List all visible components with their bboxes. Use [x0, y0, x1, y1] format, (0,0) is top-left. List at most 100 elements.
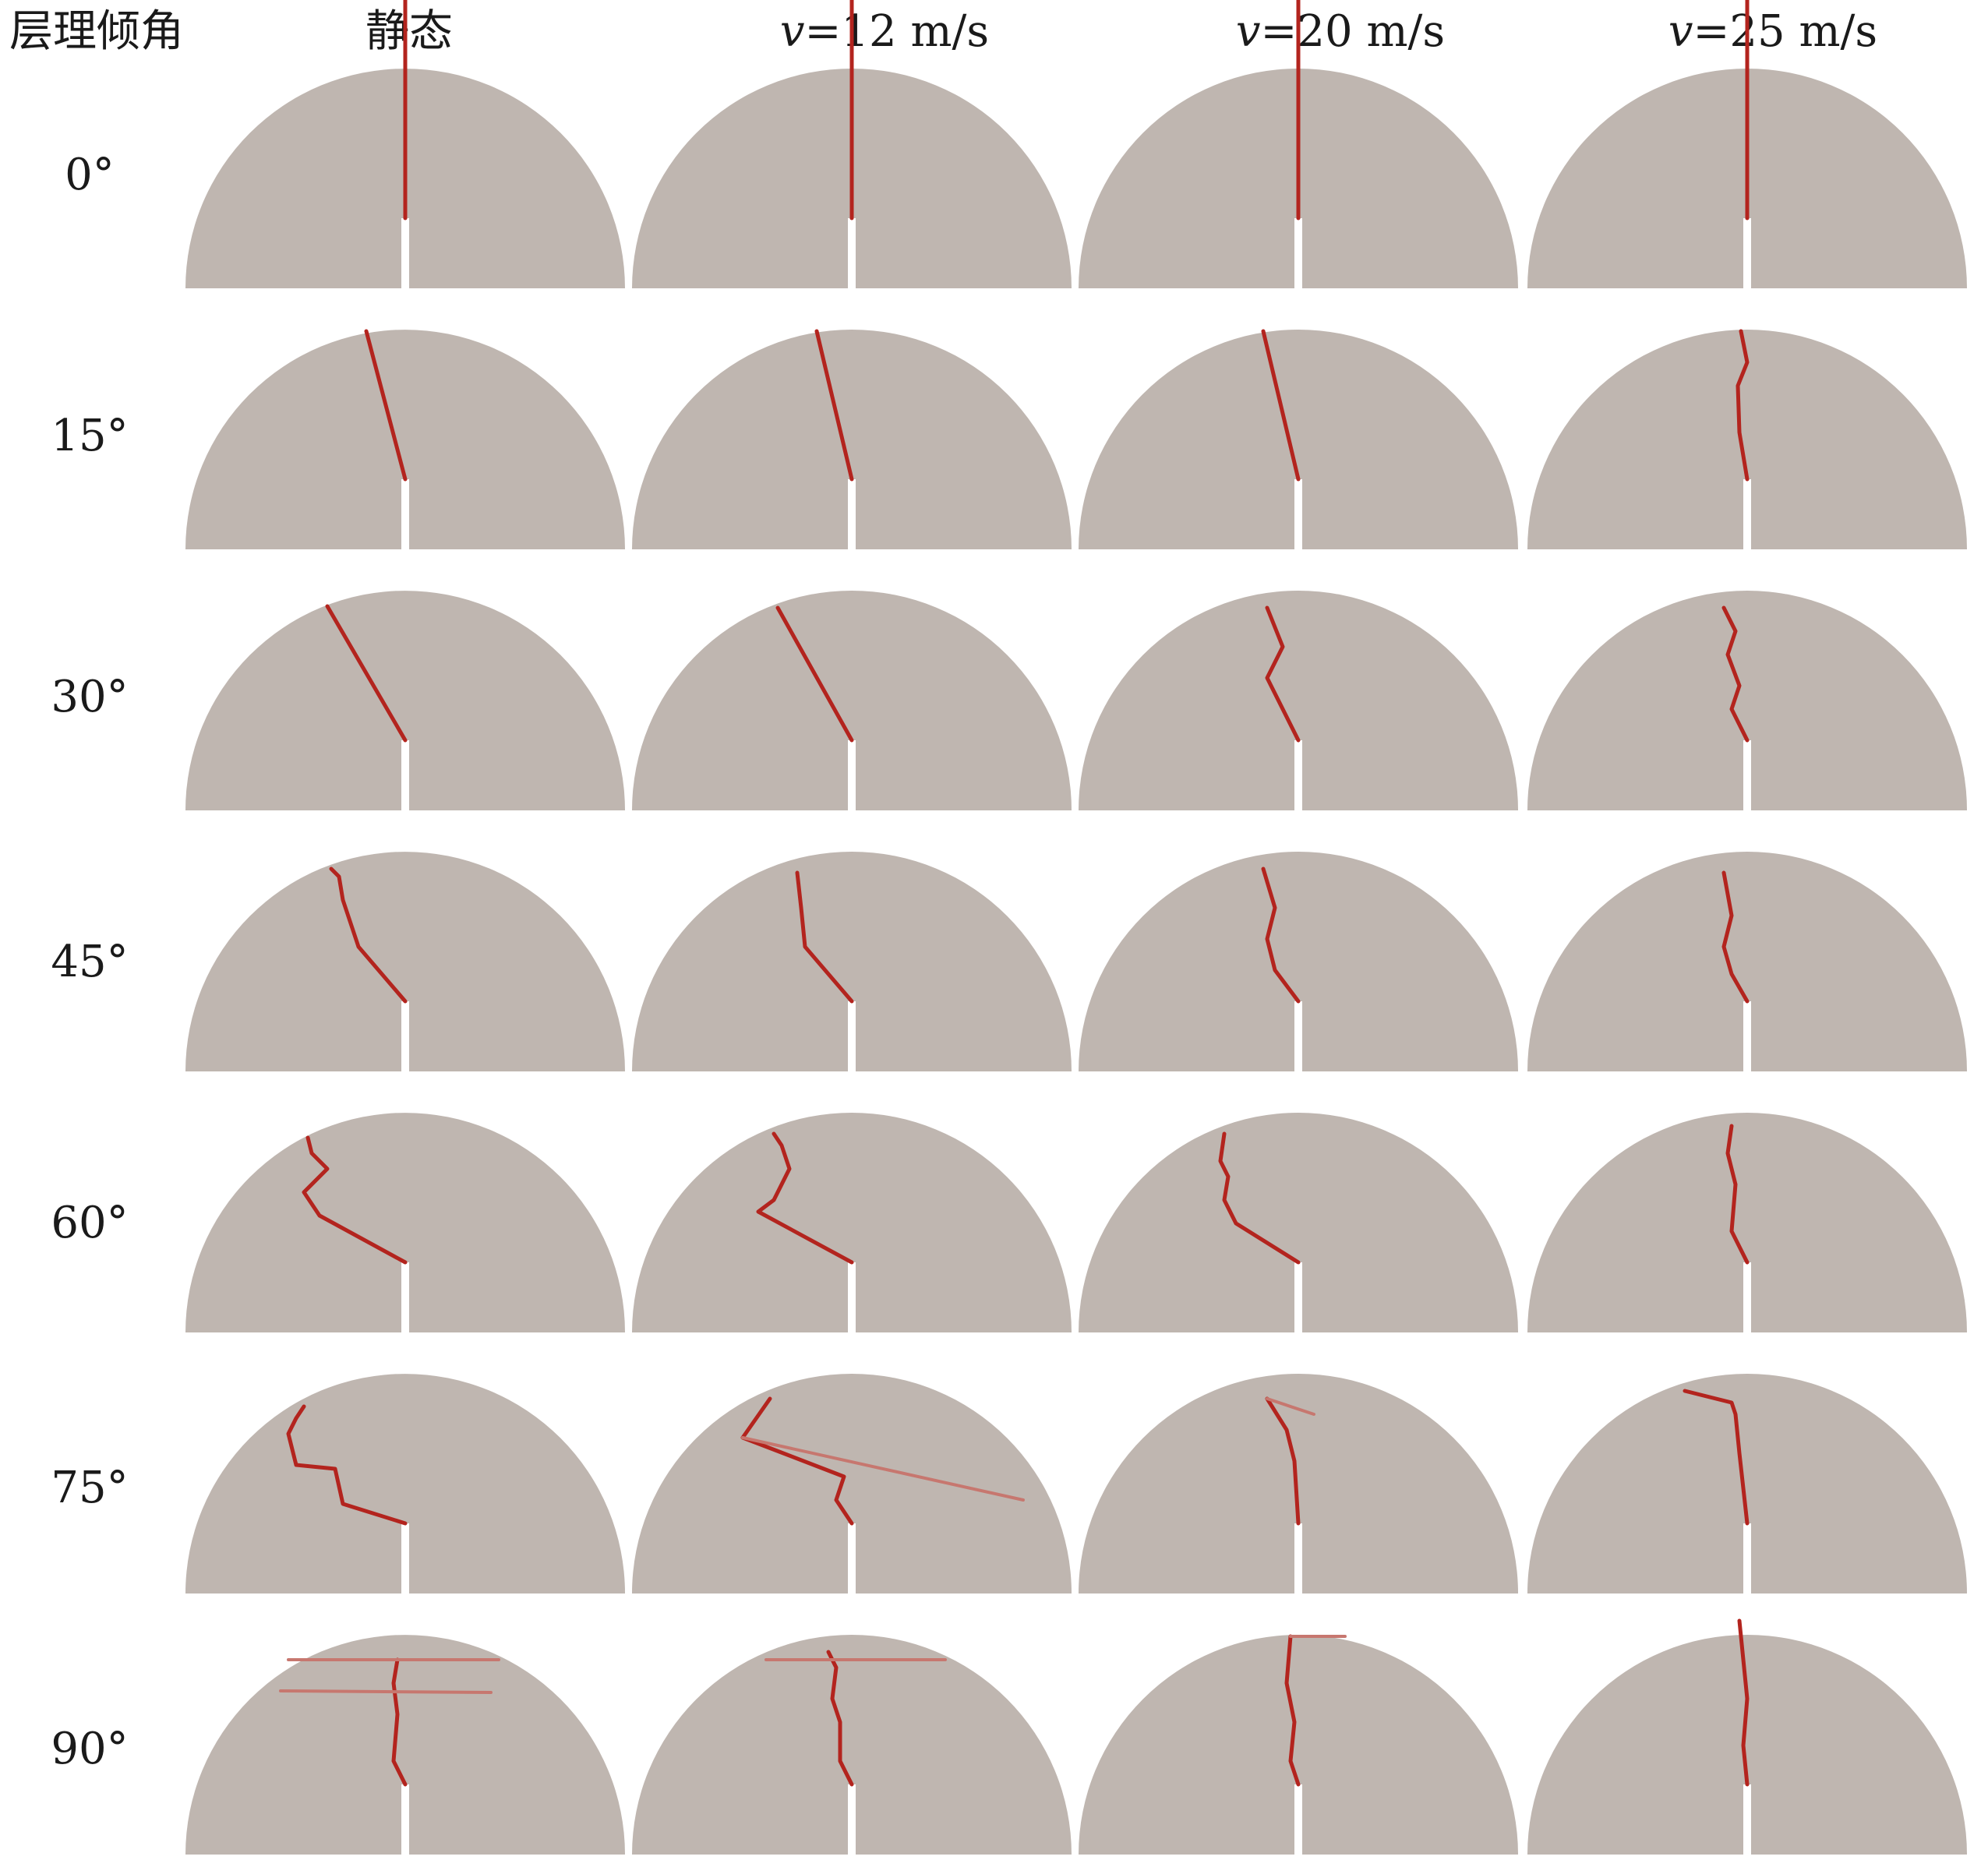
specimen-panel [1527, 1618, 1967, 1856]
specimen-panel [632, 1374, 1072, 1595]
velocity-symbol: v [1668, 6, 1693, 57]
column-header-v25: v=25 m/s [1555, 5, 1988, 59]
prefabricated-notch [401, 740, 409, 812]
row-label-60deg: 60° [51, 1198, 129, 1248]
prefabricated-notch [1743, 740, 1751, 812]
specimen-panel [185, 1635, 625, 1856]
specimen-panel [1079, 1374, 1518, 1595]
prefabricated-notch [848, 479, 856, 551]
semicircular-specimen [632, 852, 1072, 1071]
column-header-static: 静态 [191, 5, 627, 59]
crack-path [1218, 1131, 1301, 1265]
crack-path [795, 870, 854, 1004]
semicircular-specimen [632, 1113, 1072, 1332]
specimen-panel [1079, 0, 1518, 290]
column-header-v12: v=12 m/s [666, 5, 1103, 59]
crack-path [814, 329, 854, 482]
column-header-v20: v=20 m/s [1122, 5, 1559, 59]
specimen-panel [1079, 852, 1518, 1073]
semicircular-specimen [1079, 1113, 1518, 1332]
prefabricated-notch [848, 1262, 856, 1334]
specimen-panel [1079, 1634, 1518, 1856]
crack-path [1284, 1634, 1301, 1787]
crack-path [1261, 329, 1301, 482]
prefabricated-notch [1294, 740, 1302, 812]
row-label-75deg: 75° [51, 1463, 129, 1513]
specimen-panel [185, 852, 625, 1073]
prefabricated-notch [1294, 1001, 1302, 1073]
specimen-panel [1527, 329, 1967, 551]
crack-path [325, 604, 408, 743]
prefabricated-notch [1743, 1262, 1751, 1334]
specimen-panel [1079, 591, 1518, 812]
prefabricated-notch [1743, 218, 1751, 290]
specimen-panel [1079, 329, 1518, 551]
prefabricated-notch [1294, 479, 1302, 551]
prefabricated-notch [1743, 479, 1751, 551]
semicircular-specimen [1527, 1635, 1967, 1855]
prefabricated-notch [401, 479, 409, 551]
specimen-panel [185, 1374, 625, 1595]
crack-path [740, 1396, 854, 1526]
specimen-panel [632, 1113, 1072, 1334]
prefabricated-notch [401, 1001, 409, 1073]
semicircular-specimen [632, 1374, 1072, 1593]
specimen-panel [185, 1113, 625, 1334]
velocity-symbol: v [779, 6, 805, 57]
semicircular-specimen [185, 852, 625, 1071]
crack-path [1683, 1389, 1750, 1526]
semicircular-specimen [632, 330, 1072, 549]
crack-path [364, 329, 408, 482]
prefabricated-notch [1743, 1001, 1751, 1073]
crack-path [1261, 866, 1301, 1004]
prefabricated-notch [1743, 1523, 1751, 1595]
specimen-panel [1527, 591, 1967, 812]
prefabricated-notch [848, 1001, 856, 1073]
semicircular-specimen [1527, 852, 1967, 1071]
specimen-panel [185, 329, 625, 551]
prefabricated-notch [1294, 1523, 1302, 1595]
semicircular-specimen [1079, 1374, 1518, 1593]
semicircular-specimen [1527, 330, 1967, 549]
specimen-panel [1527, 0, 1967, 290]
prefabricated-notch [401, 1523, 409, 1595]
semicircular-specimen [1527, 1374, 1967, 1593]
semicircular-specimen [1079, 591, 1518, 810]
bedding-crack [1266, 1397, 1315, 1416]
crack-path [1721, 870, 1750, 1004]
prefabricated-notch [401, 1784, 409, 1856]
semicircular-specimen [1079, 1635, 1518, 1855]
prefabricated-notch [848, 218, 856, 290]
prefabricated-notch [1294, 1784, 1302, 1856]
crack-path [391, 1657, 408, 1787]
crack-path [286, 1404, 408, 1526]
prefabricated-notch [401, 218, 409, 290]
crack-path [1736, 329, 1750, 482]
row-label-45deg: 45° [51, 937, 129, 987]
prefabricated-notch [1743, 1784, 1751, 1856]
crack-path [329, 866, 408, 1004]
velocity-value: =12 m/s [804, 6, 990, 57]
row-label-30deg: 30° [51, 672, 129, 722]
specimen-panel [1079, 1113, 1518, 1334]
semicircular-specimen [1079, 330, 1518, 549]
specimen-panel [1527, 852, 1967, 1073]
specimen-panel [1527, 1113, 1967, 1334]
specimen-panel [1527, 1374, 1967, 1595]
column-header-static-label: 静态 [365, 6, 453, 57]
semicircular-specimen [632, 591, 1072, 810]
velocity-value: =25 m/s [1693, 6, 1878, 57]
crack-path [775, 605, 854, 743]
prefabricated-notch [848, 1523, 856, 1595]
specimen-panel [632, 329, 1072, 551]
prefabricated-notch [848, 1784, 856, 1856]
bedding-crack [279, 1689, 493, 1694]
prefabricated-notch [401, 1262, 409, 1334]
bedding-crack [741, 1436, 1025, 1502]
crack-path [1265, 1396, 1301, 1526]
semicircular-specimen [185, 330, 625, 549]
crack-path [1265, 605, 1301, 743]
crack-path [1737, 1618, 1750, 1787]
